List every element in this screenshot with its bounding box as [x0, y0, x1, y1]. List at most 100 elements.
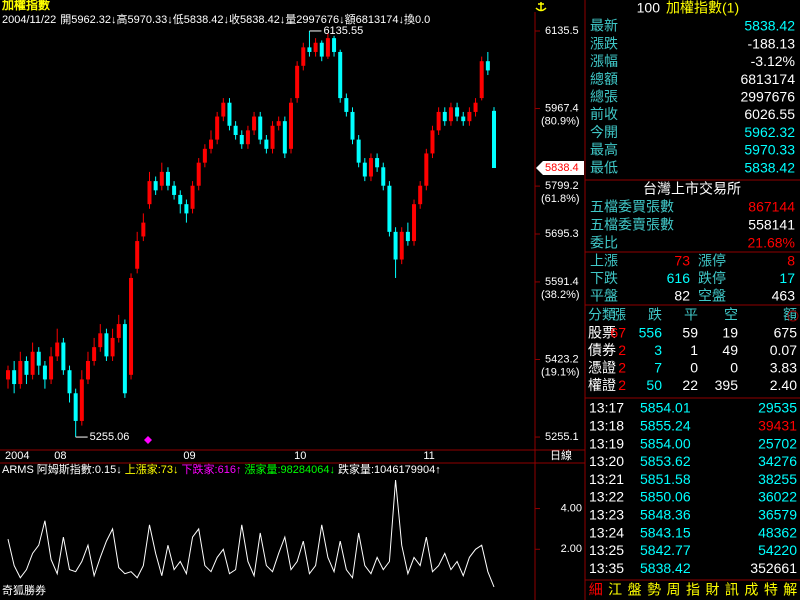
y-tick-label: 5591.4 [545, 276, 579, 288]
tab[interactable]: 盤 [628, 582, 642, 598]
category-label: 債券 [588, 342, 616, 358]
candle-body [61, 342, 66, 371]
y-tick-label: 5967.4 [545, 102, 579, 114]
candle-body [307, 47, 312, 52]
tick-time: 13:19 [589, 435, 624, 451]
candle-body [233, 125, 238, 135]
tab[interactable]: 訊 [725, 582, 739, 598]
order-label: 五檔委賣張數 [590, 217, 674, 233]
quote-value: 5962.32 [744, 124, 795, 140]
tick-price: 5854.01 [640, 400, 691, 416]
tab[interactable]: 特 [764, 582, 778, 598]
tab[interactable]: 細 [589, 582, 603, 598]
quote-label: 最低 [590, 159, 618, 175]
candle-body [325, 38, 330, 57]
tab[interactable]: 周 [667, 582, 681, 598]
tick-volume: 38255 [758, 471, 797, 487]
candle-body [49, 356, 54, 380]
tick-volume: 29535 [758, 400, 797, 416]
candle-body [313, 42, 318, 52]
header-item: 換0.0 [404, 13, 430, 26]
category-cell: 0 [690, 360, 698, 376]
category-cell: 1 [690, 342, 698, 358]
candle-body [67, 370, 72, 394]
order-value: 21.68% [748, 235, 795, 251]
category-header: 平 [684, 307, 698, 323]
header-item: 低5838.42↓ [173, 13, 229, 26]
x-tick-label: 08 [54, 450, 66, 462]
arms-header-item: 漲家量:98284064↓ [244, 462, 335, 476]
order-label: 五檔委買張數 [590, 199, 674, 215]
candle-body [6, 370, 10, 380]
anchor-icon[interactable] [535, 2, 547, 12]
tab[interactable]: 財 [705, 582, 719, 598]
breadth-value: 82 [674, 288, 690, 304]
candle-body [227, 102, 232, 126]
category-header: 空 [724, 307, 738, 323]
candle-body [362, 162, 367, 177]
category-header: 跌 [648, 307, 662, 323]
breadth-value: 73 [674, 253, 690, 269]
arms-line [7, 479, 495, 588]
candle-body [479, 61, 484, 99]
window-title: 加權指數 [1, 0, 50, 12]
candle-body [79, 379, 84, 421]
y-tick-label: 5695.3 [545, 228, 579, 240]
order-label: 委比 [590, 235, 618, 251]
candle-body [338, 51, 343, 99]
category-header: 分類 [588, 307, 616, 323]
tick-price: 5842.77 [640, 542, 691, 558]
candle-body [129, 277, 134, 375]
category-label: 股票 [588, 325, 616, 341]
period-label: 日線 [550, 448, 572, 462]
tab[interactable]: 指 [686, 582, 700, 598]
sort-icon[interactable] [787, 310, 799, 322]
candle-body [252, 116, 257, 131]
tab[interactable]: 江 [608, 582, 622, 598]
tab[interactable]: 解 [783, 582, 797, 598]
tick-volume: 39431 [758, 418, 797, 434]
candle-body [319, 42, 324, 57]
tick-price: 5850.06 [640, 489, 691, 505]
breadth-label: 上漲 [590, 253, 618, 269]
category-cell: 2 [618, 360, 626, 376]
candle-body [36, 351, 41, 366]
header-item: 收5838.42↓ [229, 12, 285, 26]
quote-value: 6813174 [740, 71, 795, 87]
fib-label: (19.1%) [541, 366, 580, 378]
quote-label: 總額 [590, 71, 618, 87]
panel-code: 100 [637, 0, 661, 16]
category-cell: 3.83 [770, 360, 797, 376]
tab[interactable]: 成 [744, 582, 758, 598]
candle-body [165, 171, 170, 186]
candle-body [375, 158, 380, 168]
tick-volume: 48362 [758, 524, 797, 540]
quote-label: 漲幅 [590, 53, 618, 69]
candle-body [356, 139, 361, 163]
tick-price: 5843.15 [640, 524, 691, 540]
candle-body [455, 107, 460, 117]
tick-time: 13:20 [589, 453, 624, 469]
x-tick-label: 2004 [5, 450, 29, 462]
last-price-tag [536, 161, 584, 176]
tick-time: 13:24 [589, 524, 624, 540]
watermark: 奇狐勝券 [2, 583, 46, 597]
candle-body [110, 337, 115, 357]
breadth-value: 463 [772, 288, 796, 304]
category-cell: 67 [610, 325, 626, 341]
candle-body [18, 360, 23, 385]
candle-body [202, 148, 207, 163]
candle-body [282, 121, 287, 154]
y-tick-label: 5799.2 [545, 180, 579, 192]
tab[interactable]: 勢 [647, 582, 661, 598]
tick-price: 5848.36 [640, 507, 691, 523]
quote-value: 5838.42 [744, 159, 795, 175]
tick-volume: 36022 [758, 489, 797, 505]
candle-body [42, 365, 47, 380]
candle-body [288, 102, 293, 149]
header-item: 量2997676↓ [285, 13, 344, 26]
y-tick-label: 5255.1 [545, 431, 579, 443]
breadth-label: 下跌 [590, 270, 618, 286]
